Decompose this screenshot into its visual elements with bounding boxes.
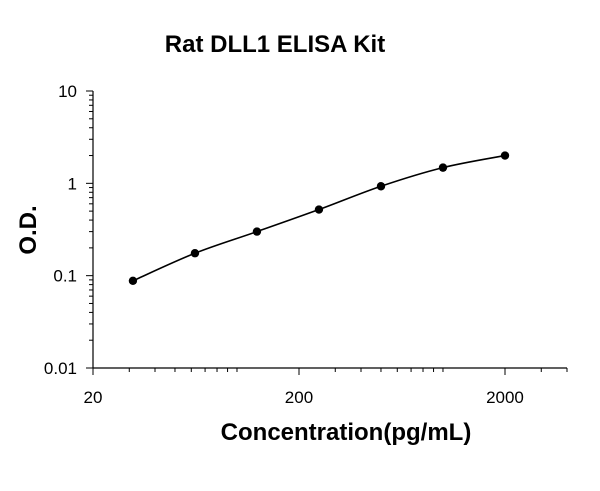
chart-title: Rat DLL1 ELISA Kit: [165, 31, 385, 58]
data-points: [128, 151, 510, 285]
ticks: 0.01 0.1 1 10 20 200 2000: [44, 82, 568, 407]
data-point: [376, 182, 386, 191]
data-point: [190, 249, 200, 258]
y-axis-title: O.D.: [15, 205, 42, 254]
y-tick-label: 0.1: [53, 267, 77, 286]
y-tick-label: 10: [58, 82, 77, 101]
data-point: [128, 276, 138, 285]
x-tick-label: 2000: [486, 388, 524, 407]
data-point: [252, 227, 262, 236]
x-axis-title: Concentration(pg/mL): [221, 419, 472, 446]
standard-curve-line: [132, 154, 506, 282]
data-point: [314, 205, 324, 214]
axes: [92, 91, 567, 369]
x-tick-label: 20: [84, 388, 103, 407]
data-point: [500, 151, 510, 160]
x-tick-label: 200: [285, 388, 313, 407]
data-point: [438, 163, 448, 172]
y-tick-label: 0.01: [44, 359, 77, 378]
y-tick-label: 1: [68, 174, 77, 193]
fit-curve: [132, 154, 506, 282]
